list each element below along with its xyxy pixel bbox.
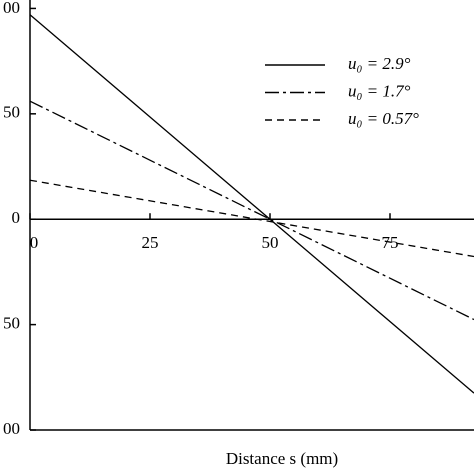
legend-label: u₀ = 1.7° xyxy=(348,81,411,100)
x-axis-label: Distance s (mm) xyxy=(226,449,338,468)
y-tick-label: 50 xyxy=(3,314,20,333)
x-tick-label: 0 xyxy=(30,233,39,252)
x-tick-label: 25 xyxy=(142,233,159,252)
legend-label: u₀ = 2.9° xyxy=(348,54,411,73)
y-tick-label: 50 xyxy=(3,103,20,122)
y-tick-label: 00 xyxy=(3,419,20,438)
series-line xyxy=(29,179,474,258)
legend-label: u₀ = 0.57° xyxy=(348,109,419,128)
series-line xyxy=(29,100,474,321)
y-tick-label: 00 xyxy=(3,0,20,17)
y-tick-label: 0 xyxy=(12,208,21,227)
series-line xyxy=(29,14,474,394)
x-tick-label: 50 xyxy=(262,233,279,252)
